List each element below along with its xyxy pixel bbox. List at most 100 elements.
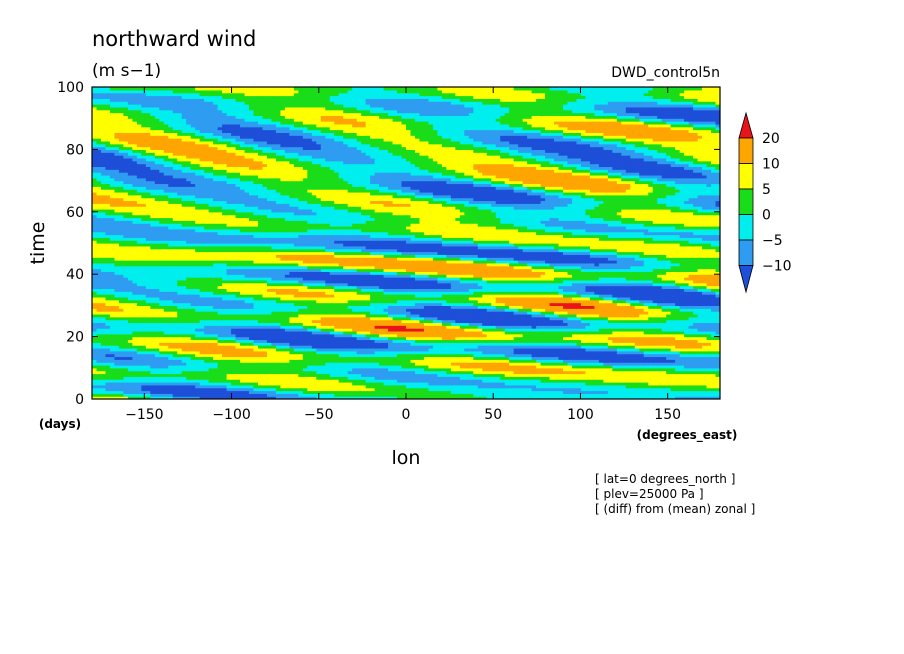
heatmap-cell bbox=[630, 390, 636, 394]
heatmap-cell bbox=[477, 350, 483, 355]
heatmap-cell bbox=[177, 381, 183, 386]
heatmap-cell bbox=[468, 373, 474, 377]
heatmap-cell bbox=[401, 362, 407, 366]
heatmap-cell bbox=[697, 393, 703, 397]
heatmap-cell bbox=[105, 353, 111, 358]
heatmap-cell bbox=[702, 387, 708, 392]
heatmap-cell bbox=[356, 393, 362, 397]
heatmap-cell bbox=[392, 356, 398, 360]
heatmap-cell bbox=[652, 350, 658, 355]
heatmap-cell bbox=[540, 364, 546, 369]
heatmap-cell bbox=[509, 347, 515, 352]
heatmap-cell bbox=[289, 387, 295, 392]
heatmap-cell bbox=[280, 384, 286, 389]
heatmap-cell bbox=[132, 364, 138, 369]
heatmap-cell bbox=[697, 390, 703, 394]
heatmap-cell bbox=[679, 367, 685, 372]
heatmap-cell bbox=[536, 379, 542, 383]
heatmap-cell bbox=[257, 364, 264, 369]
heatmap-cell bbox=[249, 359, 255, 363]
heatmap-cell bbox=[684, 390, 690, 394]
heatmap-cell bbox=[563, 353, 569, 358]
heatmap-cell bbox=[325, 379, 331, 383]
heatmap-cell bbox=[365, 390, 371, 394]
heatmap-cell bbox=[244, 356, 250, 360]
heatmap-cell bbox=[356, 364, 362, 369]
heatmap-cell bbox=[450, 387, 456, 392]
heatmap-cell bbox=[477, 362, 483, 366]
heatmap-cell bbox=[639, 393, 645, 397]
heatmap-cell bbox=[406, 353, 412, 358]
heatmap-cell bbox=[603, 393, 609, 397]
heatmap-cell bbox=[634, 356, 640, 360]
heatmap-cell bbox=[392, 373, 398, 377]
heatmap-cell bbox=[554, 373, 560, 377]
heatmap-cell bbox=[374, 379, 380, 383]
heatmap-cell bbox=[132, 359, 138, 363]
heatmap-cell bbox=[383, 373, 389, 377]
heatmap-cell bbox=[468, 387, 474, 392]
heatmap-cell bbox=[607, 356, 613, 360]
heatmap-cell bbox=[280, 376, 286, 380]
heatmap-cell bbox=[275, 379, 281, 383]
heatmap-cell bbox=[105, 396, 111, 399]
heatmap-cell bbox=[540, 362, 546, 366]
heatmap-cell bbox=[643, 350, 649, 355]
heatmap-cell bbox=[172, 387, 178, 392]
heatmap-cell bbox=[145, 387, 151, 392]
heatmap-cell bbox=[706, 376, 712, 380]
heatmap-cell bbox=[612, 384, 618, 389]
heatmap-cell bbox=[204, 393, 210, 397]
heatmap-cell bbox=[513, 393, 519, 397]
heatmap-cell bbox=[616, 359, 622, 363]
heatmap-cell bbox=[190, 347, 196, 352]
heatmap-cell bbox=[226, 384, 232, 389]
heatmap-cell bbox=[163, 379, 169, 383]
heatmap-cell bbox=[441, 362, 447, 366]
heatmap-cell bbox=[406, 373, 412, 377]
heatmap-cell bbox=[679, 381, 685, 386]
heatmap-cell bbox=[163, 347, 169, 352]
heatmap-cell bbox=[495, 367, 501, 372]
heatmap-cell bbox=[154, 353, 160, 358]
heatmap-cell bbox=[388, 350, 394, 355]
heatmap-cell bbox=[320, 359, 326, 363]
heatmap-cell bbox=[612, 350, 618, 355]
heatmap-cell bbox=[540, 390, 546, 394]
heatmap-cell bbox=[208, 396, 214, 399]
heatmap-cell bbox=[266, 347, 273, 352]
heatmap-cell bbox=[693, 376, 699, 380]
heatmap-cell bbox=[473, 390, 479, 394]
heatmap-cell bbox=[132, 376, 138, 380]
heatmap-cell bbox=[450, 364, 456, 369]
heatmap-cell bbox=[598, 370, 604, 375]
heatmap-cell bbox=[311, 396, 317, 399]
heatmap-cell bbox=[100, 367, 107, 372]
heatmap-cell bbox=[347, 387, 353, 392]
heatmap-cell bbox=[388, 367, 394, 372]
heatmap-cell bbox=[257, 353, 264, 358]
heatmap-cell bbox=[522, 376, 528, 380]
heatmap-cell bbox=[464, 390, 470, 394]
heatmap-cell bbox=[545, 356, 551, 360]
heatmap-cell bbox=[630, 353, 636, 358]
heatmap-cell bbox=[235, 367, 241, 372]
heatmap-cell bbox=[114, 370, 120, 375]
heatmap-cell bbox=[621, 373, 627, 377]
heatmap-cell bbox=[123, 362, 129, 366]
heatmap-cell bbox=[343, 364, 349, 369]
heatmap-cell bbox=[213, 396, 219, 399]
heatmap-cell bbox=[643, 390, 649, 394]
heatmap-cell bbox=[240, 390, 246, 394]
heatmap-cell bbox=[361, 359, 367, 363]
heatmap-cell bbox=[522, 353, 528, 358]
heatmap-cell bbox=[338, 353, 344, 358]
heatmap-cell bbox=[284, 396, 290, 399]
heatmap-cell bbox=[271, 350, 277, 355]
heatmap-cell bbox=[136, 359, 142, 363]
heatmap-cell bbox=[293, 350, 299, 355]
heatmap-cell bbox=[580, 387, 587, 392]
heatmap-cell bbox=[240, 359, 246, 363]
heatmap-cell bbox=[401, 387, 407, 392]
heatmap-cell bbox=[706, 381, 712, 386]
